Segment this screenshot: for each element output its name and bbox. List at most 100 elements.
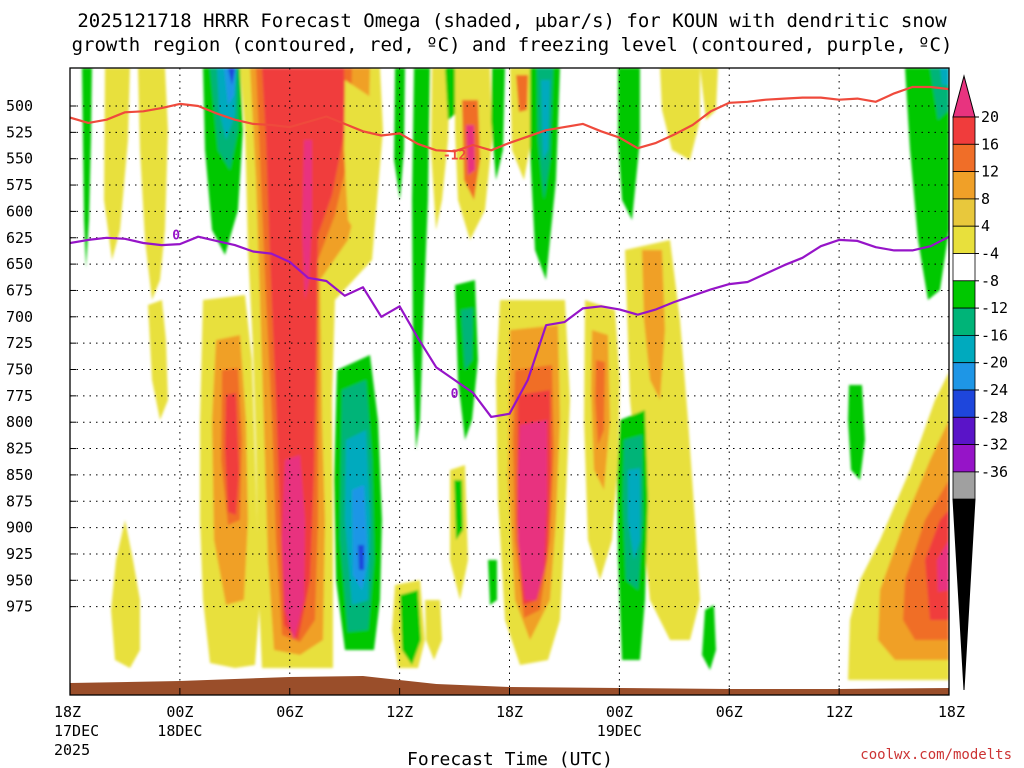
x-tick-date-label: 19DEC: [597, 722, 642, 740]
omega-cell: [491, 68, 505, 180]
colorbar-label: -36: [981, 463, 1008, 481]
omega-cell: [625, 240, 700, 640]
omega-cell: [541, 80, 550, 160]
colorbar-label: -16: [981, 326, 1008, 344]
y-tick-label: 575: [6, 176, 33, 194]
omega-cell: [700, 68, 718, 120]
colorbar-label: 16: [981, 135, 999, 153]
colorbar-label: -8: [981, 272, 999, 290]
y-tick-label: 525: [6, 123, 33, 141]
x-tick-label: 18Z: [54, 703, 81, 721]
colorbar-segment: [952, 116, 976, 145]
colorbar-label: -32: [981, 436, 1008, 454]
y-tick-label: 600: [6, 202, 33, 220]
omega-cell: [516, 75, 528, 112]
omega-cell: [848, 385, 865, 480]
colorbar-segment: [952, 253, 976, 282]
x-tick-date-label: 17DEC: [54, 722, 99, 740]
freezing-level-line: [70, 235, 949, 418]
omega-cell: [302, 140, 312, 300]
y-tick-label: 500: [6, 97, 33, 115]
chart-title-line-1: 2025121718 HRRR Forecast Omega (shaded, …: [77, 10, 947, 32]
colorbar-label: 4: [981, 217, 990, 235]
x-tick-label: 00Z: [166, 703, 193, 721]
dgz-isotherm-line: [70, 85, 949, 153]
y-tick-label: 875: [6, 492, 33, 510]
colorbar-segment: [952, 225, 976, 254]
contour-label: -12: [443, 148, 466, 163]
dotted-gridlines: [70, 68, 949, 695]
x-tick-label: 12Z: [386, 703, 413, 721]
omega-cell: [628, 468, 640, 560]
y-tick-label: 650: [6, 255, 33, 273]
omega-cell: [510, 68, 535, 180]
contour-label: 0: [451, 387, 459, 402]
omega-cell: [228, 68, 235, 85]
omega-cell: [466, 125, 475, 175]
omega-cell: [702, 605, 716, 670]
omega-cell: [925, 510, 949, 620]
omega-cell: [425, 600, 442, 660]
omega-cell: [454, 480, 463, 540]
omega-cell: [82, 68, 92, 268]
y-tick-label: 725: [6, 334, 33, 352]
omega-cell: [488, 560, 497, 605]
omega-cell: [111, 520, 140, 668]
omega-cell: [225, 393, 239, 515]
colorbar-label: 20: [981, 108, 999, 126]
colorbar-label: -12: [981, 299, 1008, 317]
colorbar-segment: [952, 389, 976, 418]
omega-cell: [400, 590, 421, 665]
colorbar-segment: [952, 198, 976, 227]
x-tick-label: 18Z: [938, 703, 965, 721]
y-tick-label: 700: [6, 308, 33, 326]
y-tick-label: 625: [6, 229, 33, 247]
y-tick-label: 750: [6, 361, 33, 379]
omega-cell: [148, 300, 168, 420]
omega-cell: [104, 68, 130, 260]
colorbar-label: -4: [981, 245, 999, 263]
x-tick-label: 06Z: [276, 703, 303, 721]
x-tick-label: 18Z: [496, 703, 523, 721]
x-tick-date-label: 18DEC: [157, 722, 202, 740]
omega-cell: [138, 68, 168, 300]
colorbar-segment: [952, 171, 976, 200]
y-axis: 500 525 550 575 600 625 650 675 700 725 750 775 800 8…: [6, 97, 76, 616]
omega-cell: [282, 455, 305, 640]
colorbar-segment: [952, 307, 976, 336]
y-tick-label: 950: [6, 571, 33, 589]
y-tick-label: 800: [6, 413, 33, 431]
x-tick-label: 06Z: [716, 703, 743, 721]
chart-title-line-2: growth region (contoured, red, ºC) and f…: [72, 34, 953, 56]
x-tick-label: 12Z: [826, 703, 853, 721]
omega-cell: [940, 68, 949, 85]
colorbar-bottom-arrow: [952, 498, 976, 691]
colorbar-top-arrow: [952, 74, 976, 118]
x-axis-title: Forecast Time (UTC): [407, 749, 613, 768]
colorbar-segment: [952, 444, 976, 473]
omega-cell: [937, 540, 949, 592]
colorbar-segment: [952, 416, 976, 445]
omega-cell: [344, 80, 380, 240]
credit-text: coolwx.com/modelts: [860, 747, 1012, 763]
omega-cell: [461, 308, 473, 370]
y-tick-label: 900: [6, 519, 33, 537]
contour-lines: 0 0 -12: [70, 85, 949, 418]
y-tick-label: 850: [6, 466, 33, 484]
omega-cell: [518, 420, 547, 600]
colorbar-label: -24: [981, 381, 1008, 399]
colorbar: 20 16 12 8 4 -4 -8 -12 -16 -20 -24 -28 -32 -36: [952, 74, 1008, 691]
y-tick-label: 550: [6, 150, 33, 168]
omega-shading: [82, 68, 949, 680]
y-tick-label: 825: [6, 440, 33, 458]
colorbar-segment: [952, 362, 976, 391]
colorbar-segment: [952, 280, 976, 309]
y-tick-label: 975: [6, 598, 33, 616]
colorbar-label: -20: [981, 354, 1008, 372]
omega-cell: [412, 68, 430, 450]
colorbar-segment: [952, 143, 976, 173]
x-tick-year-label: 2025: [54, 741, 90, 759]
y-tick-label: 675: [6, 281, 33, 299]
